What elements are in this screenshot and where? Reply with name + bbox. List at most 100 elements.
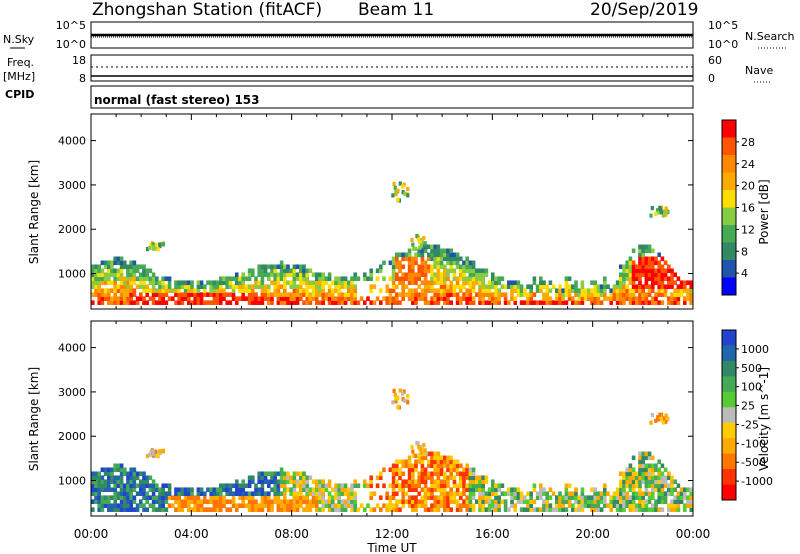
velocity-cell — [481, 495, 485, 501]
velocity-cell — [667, 471, 671, 477]
power-cell — [452, 268, 457, 274]
velocity-cell — [564, 495, 569, 501]
power-cell — [587, 288, 591, 294]
velocity-cell — [187, 503, 191, 508]
power-cell — [308, 296, 313, 301]
power-cell — [644, 276, 649, 282]
velocity-cell — [276, 487, 281, 493]
velocity-cell — [123, 491, 127, 497]
velocity-cell — [395, 467, 399, 473]
power-cell — [212, 288, 217, 294]
velocity-cell — [612, 495, 617, 501]
colorbar-segment — [722, 453, 736, 470]
power-cell — [129, 292, 133, 297]
power-cell — [340, 296, 345, 301]
velocity-cell — [660, 507, 665, 512]
velocity-cell — [148, 452, 152, 457]
velocity-cell — [439, 483, 444, 489]
velocity-cell — [343, 507, 348, 512]
power-cell — [305, 276, 309, 282]
velocity-cell — [183, 499, 188, 504]
power-cell — [302, 272, 306, 278]
power-cell — [587, 296, 591, 301]
power-cell — [494, 288, 498, 294]
velocity-cell — [619, 503, 623, 508]
power-cell — [539, 280, 543, 286]
velocity-cell — [436, 483, 441, 489]
velocity-cell — [331, 507, 335, 512]
velocity-cell — [491, 491, 495, 497]
power-cell — [279, 260, 284, 266]
power-cell — [411, 264, 415, 270]
velocity-cell — [609, 499, 613, 504]
velocity-cell — [571, 491, 575, 497]
y-tick-label: 2000 — [58, 430, 86, 443]
power-cell — [308, 300, 313, 305]
power-cell — [260, 292, 265, 297]
power-cell — [631, 264, 636, 270]
power-cell — [347, 288, 351, 294]
velocity-cell — [254, 491, 258, 497]
velocity-cell — [247, 495, 252, 501]
power-cell — [183, 296, 188, 301]
velocity-cell — [664, 419, 668, 424]
velocity-cell — [308, 475, 313, 481]
power-cell — [363, 300, 367, 305]
velocity-cell — [343, 487, 348, 493]
velocity-cell — [132, 495, 137, 501]
power-cell — [564, 276, 569, 282]
velocity-cell — [119, 491, 124, 497]
power-cell — [663, 268, 668, 274]
velocity-cell — [289, 499, 293, 504]
power-cell — [644, 280, 649, 286]
power-cell — [350, 292, 354, 297]
velocity-cell — [631, 499, 636, 504]
velocity-cell — [519, 491, 524, 497]
velocity-cell — [475, 487, 479, 493]
velocity-cell — [334, 483, 338, 489]
power-cell — [503, 284, 508, 290]
power-cell — [327, 288, 332, 294]
velocity-cell — [574, 491, 578, 497]
power-cell — [327, 296, 332, 301]
velocity-cell — [603, 483, 607, 489]
power-cell — [270, 272, 274, 278]
velocity-cell — [433, 499, 437, 504]
velocity-cell — [628, 499, 633, 504]
power-cell — [628, 276, 633, 282]
velocity-cell — [398, 475, 402, 481]
velocity-cell — [427, 451, 431, 457]
velocity-cell — [497, 487, 501, 493]
power-cell — [334, 276, 338, 282]
power-cell — [110, 280, 114, 286]
power-cell — [491, 280, 495, 286]
power-cell — [670, 276, 674, 282]
power-cell — [439, 260, 444, 266]
power-cell — [439, 288, 444, 294]
power-cell — [558, 288, 562, 294]
velocity-cell — [167, 503, 172, 508]
power-cell — [356, 300, 361, 305]
velocity-cell — [423, 499, 428, 504]
colorbar-segment — [722, 155, 736, 173]
power-cell — [619, 296, 623, 301]
velocity-cell — [225, 491, 229, 497]
velocity-cell — [539, 495, 543, 501]
y-tick-label: 3000 — [58, 179, 86, 192]
y-tick-label: 4000 — [58, 135, 86, 148]
power-cell — [516, 280, 521, 286]
power-cell — [180, 292, 185, 297]
velocity-cell — [411, 449, 415, 454]
power-cell — [465, 296, 469, 301]
power-cell — [462, 284, 466, 290]
power-cell — [443, 288, 447, 294]
velocity-cell — [321, 499, 325, 504]
velocity-cell — [308, 507, 313, 512]
velocity-cell — [654, 463, 658, 469]
power-cell — [286, 292, 290, 297]
velocity-cell — [299, 495, 303, 501]
power-cell — [411, 288, 415, 294]
velocity-cell — [446, 475, 450, 481]
velocity-cell — [318, 479, 322, 485]
